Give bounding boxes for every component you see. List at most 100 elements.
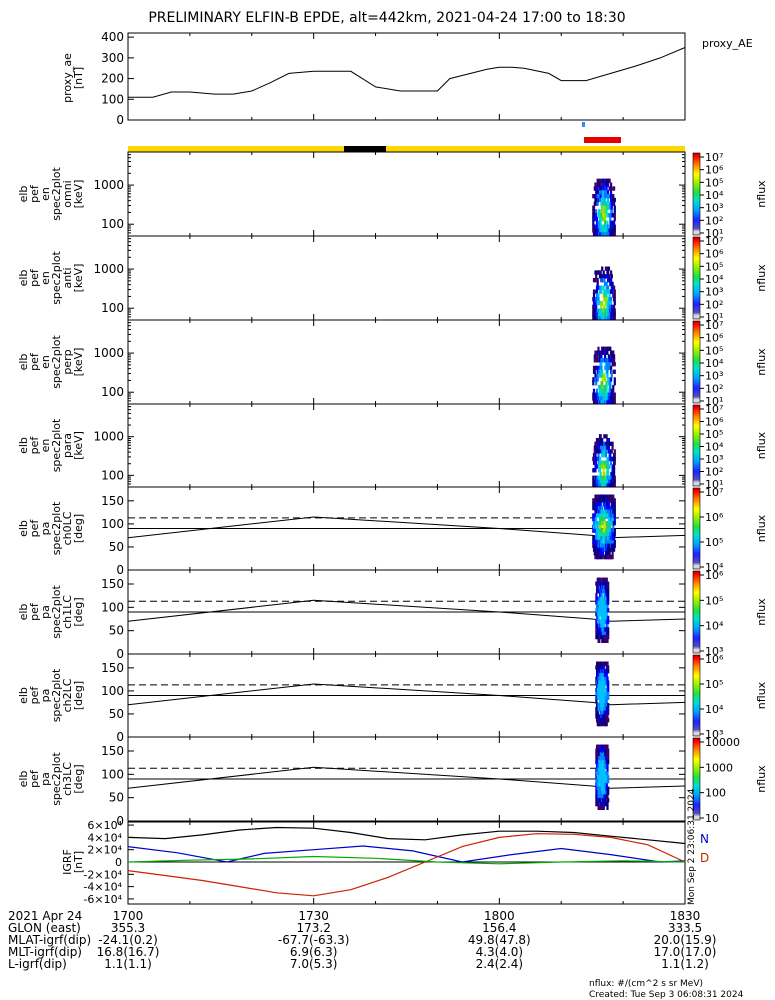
colorbar-tick-label: 10⁶ <box>705 248 724 261</box>
spec-pixel <box>605 449 608 454</box>
spec-pixel <box>606 445 609 450</box>
colorbar-tick-label: 10² <box>705 382 723 395</box>
spec-pixel <box>597 182 600 187</box>
spec-pixel <box>597 798 600 803</box>
ytick-label: 100 <box>101 684 124 698</box>
spec-pixel <box>595 213 598 218</box>
spec-pixel <box>607 505 610 511</box>
panel-yticks: 0 50 100 150 <box>101 577 685 661</box>
spec-pixel <box>605 186 608 191</box>
loss-cone-curve <box>127 766 686 789</box>
spec-pixel <box>603 779 606 784</box>
panel-yticks: 0 50 100 150 <box>101 494 685 577</box>
spec-pixel <box>613 483 616 488</box>
spec-pixel <box>596 623 599 628</box>
spec-pixel <box>608 517 611 522</box>
spec-pixel <box>607 585 610 590</box>
spec-pixel <box>609 216 612 222</box>
colorbar-label: nflux <box>755 765 768 793</box>
spec-pixel <box>595 779 598 784</box>
ylabel-line: [keV] <box>72 264 85 293</box>
spec-pixel <box>610 460 613 465</box>
spec-pixel <box>611 539 614 545</box>
ytick-label: 150 <box>101 494 124 508</box>
spec-pixel <box>605 194 608 199</box>
spec-pixel <box>596 438 599 443</box>
spec-pixel <box>613 528 616 533</box>
spec-pixel <box>603 798 606 803</box>
spec-pixel <box>592 297 595 302</box>
spec-pixel <box>608 194 611 199</box>
colorbar-tick-label: 10⁴ <box>705 273 724 286</box>
spec-pixel <box>612 213 615 218</box>
spec-pixel <box>611 281 614 287</box>
spec-pixel <box>592 513 596 518</box>
spectrogram-panels: elbpefenspec2plotomni[keV]100100010¹10²1… <box>17 33 768 904</box>
spec-pixel <box>600 684 603 689</box>
spec-pixel <box>603 684 606 689</box>
spec-pixel <box>592 293 596 298</box>
spec-pixel <box>606 304 609 309</box>
spec-pixel <box>594 270 597 275</box>
spec-pixel <box>613 312 616 317</box>
ephem-value: 333.5 <box>668 921 702 935</box>
spec-pixel <box>610 300 613 306</box>
ephem-value: -24.1(0.2) <box>98 933 158 947</box>
ephem-value: 1.1(1.1) <box>104 957 152 971</box>
colorbar-tick-label: 10 <box>705 812 719 825</box>
spec-pixel <box>598 464 601 469</box>
spec-pixel <box>603 373 606 378</box>
loss-cone-curve <box>127 516 686 539</box>
spec-pixel <box>612 494 615 499</box>
units-note: nflux: #/(cm^2 s sr MeV) <box>589 979 703 989</box>
spec-pixel <box>602 805 605 810</box>
spec-pixel <box>592 381 595 386</box>
spec-pixel <box>604 592 607 598</box>
spec-pixel <box>599 767 602 772</box>
spec-pixel <box>613 354 616 359</box>
spec-pixel <box>609 381 612 386</box>
spec-pixel <box>613 539 616 545</box>
spec-pixel <box>605 505 608 511</box>
spec-pixel <box>600 532 603 537</box>
igrf-panel: IGRF[nT] -6×10⁴-4×10⁴-2×10⁴02×10⁴4×10⁴6×… <box>61 788 709 906</box>
ylabel-line: pa <box>39 772 52 786</box>
spec-pixel <box>601 350 604 355</box>
spec-pixel <box>596 672 599 678</box>
spec-pixel <box>607 718 610 723</box>
spec-pixel <box>595 505 599 511</box>
spec-pixel <box>598 354 602 359</box>
colorbar-gradient <box>692 236 701 320</box>
spec-pixel <box>606 604 609 609</box>
ephem-value: 7.0(5.3) <box>290 957 338 971</box>
spec-pixel <box>612 524 615 529</box>
spec-pixel <box>607 468 610 473</box>
spec-pixel <box>601 779 604 784</box>
ylabel-line: [keV] <box>72 348 85 377</box>
spec-pixel <box>601 661 605 666</box>
spec-pixel <box>607 596 610 601</box>
spec-pixel <box>605 721 608 727</box>
spec-pixel <box>609 539 612 545</box>
ytick-label: 100 <box>101 767 124 781</box>
spec-pixel <box>602 775 605 780</box>
spec-pixel <box>593 369 596 374</box>
colorbar-tick-label: 10⁵ <box>705 594 723 607</box>
spec-pixel <box>592 205 596 210</box>
spec-pixel <box>607 441 610 446</box>
spec-pixel <box>604 354 607 359</box>
spec-pixel <box>601 441 604 446</box>
spec-pixel <box>598 513 602 518</box>
spec-pixel <box>595 365 598 371</box>
spec-pixel <box>602 285 605 290</box>
spec-pixel <box>602 524 605 529</box>
spec-pixel <box>602 699 605 704</box>
spec-pixel <box>600 498 603 503</box>
spec-pixel <box>607 362 610 367</box>
spec-pixel <box>613 547 616 552</box>
ylabel-line: elb <box>17 520 30 537</box>
spec-pixel <box>598 577 601 582</box>
spec-pixel <box>595 220 599 225</box>
spec-pixel <box>606 771 609 776</box>
